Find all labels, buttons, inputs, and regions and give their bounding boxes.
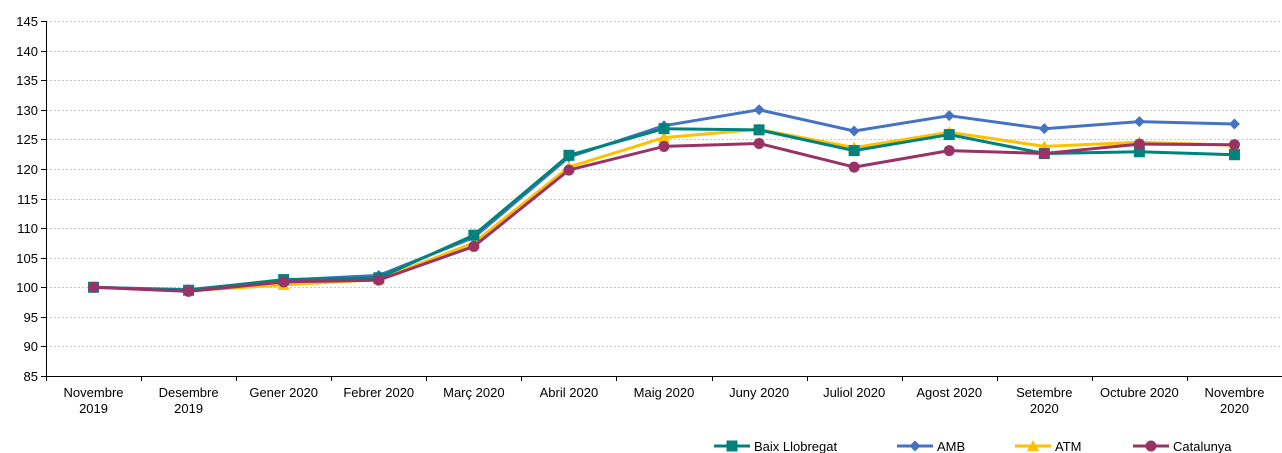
y-tick-label: 100 <box>16 280 38 295</box>
y-tick-label: 95 <box>24 310 38 325</box>
x-tick-label: Maig 2020 <box>634 385 695 400</box>
x-tick-label: Agost 2020 <box>916 385 982 400</box>
x-tick-label: Març 2020 <box>443 385 504 400</box>
y-tick-label: 85 <box>24 369 38 384</box>
x-tick-label: Novembre 2019 <box>64 385 124 416</box>
data-point <box>1133 138 1145 150</box>
y-tick-label: 130 <box>16 103 38 118</box>
data-point <box>848 125 860 137</box>
data-point <box>753 137 765 149</box>
x-tick-label: Gener 2020 <box>249 385 318 400</box>
data-point <box>1228 139 1240 151</box>
y-tick-label: 135 <box>16 73 38 88</box>
data-point <box>658 131 670 143</box>
data-point <box>1038 148 1050 160</box>
y-tick-label: 110 <box>17 221 38 236</box>
y-tick-label: 140 <box>16 44 38 59</box>
x-tick-label: Desembre 2019 <box>159 385 219 416</box>
data-point <box>1133 146 1145 158</box>
legend-label: ATM <box>1055 439 1081 453</box>
x-tick-label: Juliol 2020 <box>823 385 885 400</box>
y-tick-label: 120 <box>16 162 38 177</box>
legend: Baix Llobregat AMB ATM Catalunya <box>714 439 1232 453</box>
x-tick-label: Juny 2020 <box>729 385 789 400</box>
legend-label: Catalunya <box>1173 439 1232 453</box>
data-point <box>1228 149 1240 161</box>
series-catalunya <box>88 137 1240 297</box>
data-point <box>563 164 575 176</box>
y-tick-label: 125 <box>16 132 38 147</box>
legend-marker <box>726 440 738 452</box>
legend-entry: Catalunya <box>1133 439 1232 453</box>
y-tick-label: 90 <box>24 339 38 354</box>
data-point <box>658 123 670 135</box>
legend-marker <box>909 440 921 452</box>
data-point <box>658 140 670 152</box>
x-tick-label: Febrer 2020 <box>343 385 414 400</box>
x-tick-label: Setembre 2020 <box>1016 385 1072 416</box>
data-point <box>1228 118 1240 130</box>
data-point <box>943 129 955 141</box>
data-point <box>943 145 955 157</box>
legend-marker <box>1145 440 1157 452</box>
data-point <box>943 110 955 122</box>
data-point <box>563 149 575 161</box>
legend-entry: AMB <box>897 439 965 453</box>
data-point <box>468 240 480 252</box>
legend-marker <box>1027 440 1039 451</box>
data-point <box>1133 116 1145 128</box>
series-line <box>93 142 1235 293</box>
data-point <box>753 104 765 116</box>
legend-label: AMB <box>937 439 965 453</box>
x-tick-label: Octubre 2020 <box>1100 385 1179 400</box>
axes: 85 90 95 100 105 110 115 120 125 130 135 140 145 Nove… <box>16 14 1282 416</box>
x-tick-label: Abril 2020 <box>540 385 599 400</box>
data-point <box>753 124 765 136</box>
x-tick-label: Novembre 2020 <box>1204 385 1264 416</box>
data-point <box>848 145 860 157</box>
legend-entry: ATM <box>1015 439 1081 453</box>
y-tick-label: 145 <box>16 14 38 29</box>
data-point <box>373 274 385 286</box>
data-point <box>88 281 100 293</box>
data-point <box>183 285 195 297</box>
legend-label: Baix Llobregat <box>754 439 837 453</box>
legend-entry: Baix Llobregat <box>714 439 837 453</box>
gridlines <box>46 21 1282 347</box>
data-point <box>848 161 860 173</box>
y-tick-label: 115 <box>17 192 38 207</box>
data-point <box>1038 123 1050 135</box>
series-lines <box>87 104 1241 297</box>
y-tick-label: 105 <box>16 251 38 266</box>
data-point <box>278 276 290 288</box>
data-point <box>468 229 480 241</box>
